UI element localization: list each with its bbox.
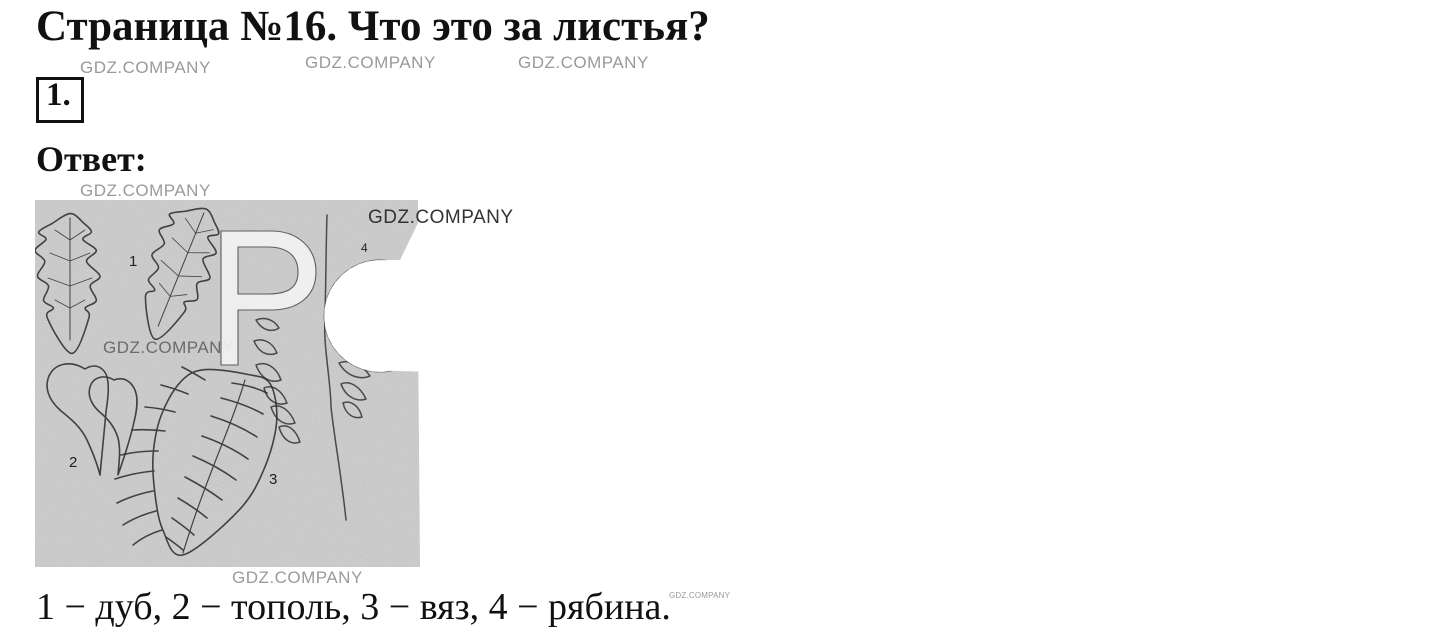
svg-text:2: 2 xyxy=(69,454,77,471)
svg-text:GDZ.COMPANY: GDZ.COMPANY xyxy=(103,338,234,357)
svg-text:4: 4 xyxy=(361,241,368,255)
svg-text:1: 1 xyxy=(129,253,137,270)
svg-text:3: 3 xyxy=(269,471,277,488)
